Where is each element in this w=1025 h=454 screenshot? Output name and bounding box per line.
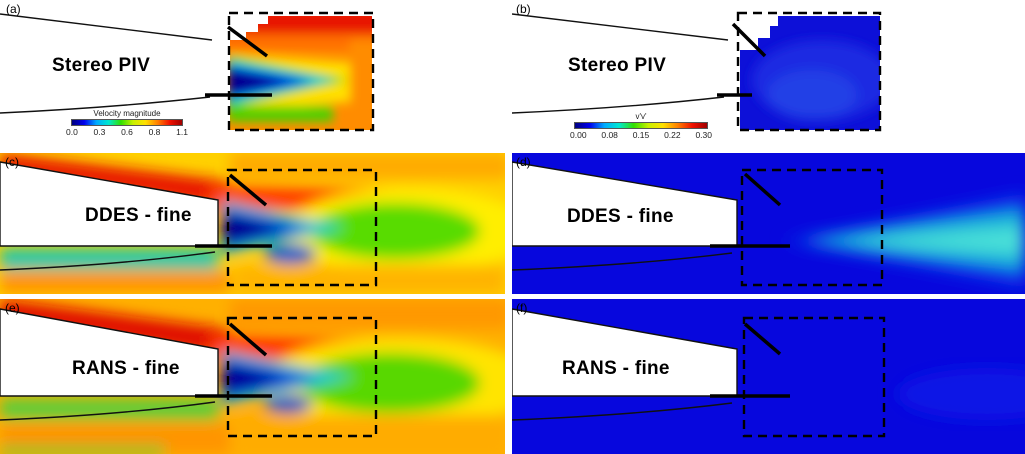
panel-e: (e) RANS - fine	[0, 299, 505, 454]
contour-field-a	[0, 11, 375, 132]
roi-dashed-rect	[227, 11, 375, 132]
colorbar-ticks: 0.00 0.08 0.15 0.22 0.30	[570, 130, 712, 140]
roi-dashed-rect	[742, 316, 886, 438]
tab-line	[743, 172, 782, 207]
panel-d: (d) DDES - fine	[512, 153, 1025, 294]
velocity-contour	[0, 299, 505, 454]
panel-b: (b) Stereo PIV v'v' 0.00 0.08 0.15 0.22 …	[512, 0, 1025, 150]
piv-velocity-contour	[230, 16, 372, 130]
panel-label: (e)	[5, 301, 20, 315]
contour-field-b	[512, 11, 882, 132]
roi-dashed-rect	[226, 168, 378, 287]
masked-region	[230, 16, 268, 40]
contour-field-d	[512, 153, 1025, 294]
piv-stress-contour	[740, 16, 880, 130]
roi-dashed-rect	[736, 11, 882, 132]
lower-wall-line	[512, 402, 733, 421]
upper-body-line	[512, 13, 729, 41]
colorbar-label: v'v'	[635, 112, 647, 121]
panel-c: (c) DDES - fine	[0, 153, 505, 294]
lower-wall-line	[512, 252, 733, 271]
tick: 0.08	[601, 130, 618, 140]
colorbar-label: Velocity magnitude	[93, 109, 161, 118]
tab-line	[228, 173, 268, 207]
tick: 0.0	[66, 127, 78, 137]
colorbar-velocity: Velocity magnitude 0.0 0.3 0.6 0.8 1.1	[66, 109, 188, 137]
tick: 0.30	[695, 130, 712, 140]
panel-title: RANS - fine	[562, 358, 670, 379]
stress-contour	[782, 193, 1025, 288]
panel-title: DDES - fine	[567, 206, 674, 227]
tab-line	[226, 25, 269, 58]
panel-a: (a) Stereo PIV Velocity magnitude 0.0 0.…	[0, 0, 505, 150]
panel-title: DDES - fine	[85, 205, 192, 226]
panel-f: (f) RANS - fine	[512, 299, 1025, 454]
lower-wall-line	[512, 96, 725, 114]
masked-region	[740, 16, 778, 50]
roi-dashed-rect	[226, 316, 378, 438]
contour-field-e	[0, 299, 505, 454]
panel-title: RANS - fine	[72, 358, 180, 379]
roi-dashed-rect	[740, 168, 884, 287]
lower-wall-line	[0, 251, 216, 271]
tab-line	[743, 322, 782, 356]
panel-label: (b)	[516, 2, 531, 16]
colorbar-gradient	[71, 119, 183, 126]
contour-field-c	[0, 153, 505, 294]
tick: 0.15	[632, 130, 650, 140]
tick: 1.1	[176, 127, 188, 137]
panel-label: (d)	[516, 155, 531, 169]
tick: 0.00	[570, 130, 587, 140]
tick: 0.8	[148, 127, 161, 137]
panel-title: Stereo PIV	[52, 55, 151, 76]
colorbar-gradient	[574, 122, 708, 129]
lower-wall-line	[0, 401, 216, 421]
tick: 0.22	[664, 130, 681, 140]
panel-label: (a)	[6, 2, 21, 16]
panel-label: (c)	[5, 155, 19, 169]
panel-label: (f)	[516, 301, 528, 315]
colorbar-stress: v'v' 0.00 0.08 0.15 0.22 0.30	[570, 112, 712, 140]
contour-field-f	[512, 299, 1025, 454]
lower-wall-line	[0, 96, 211, 114]
colorbar-ticks: 0.0 0.3 0.6 0.8 1.1	[66, 127, 188, 137]
tick: 0.3	[93, 127, 106, 137]
tab-line	[228, 322, 268, 357]
tick: 0.6	[121, 127, 133, 137]
stress-contour	[897, 368, 1025, 420]
panel-title: Stereo PIV	[568, 55, 667, 76]
upper-body-line	[0, 13, 213, 41]
